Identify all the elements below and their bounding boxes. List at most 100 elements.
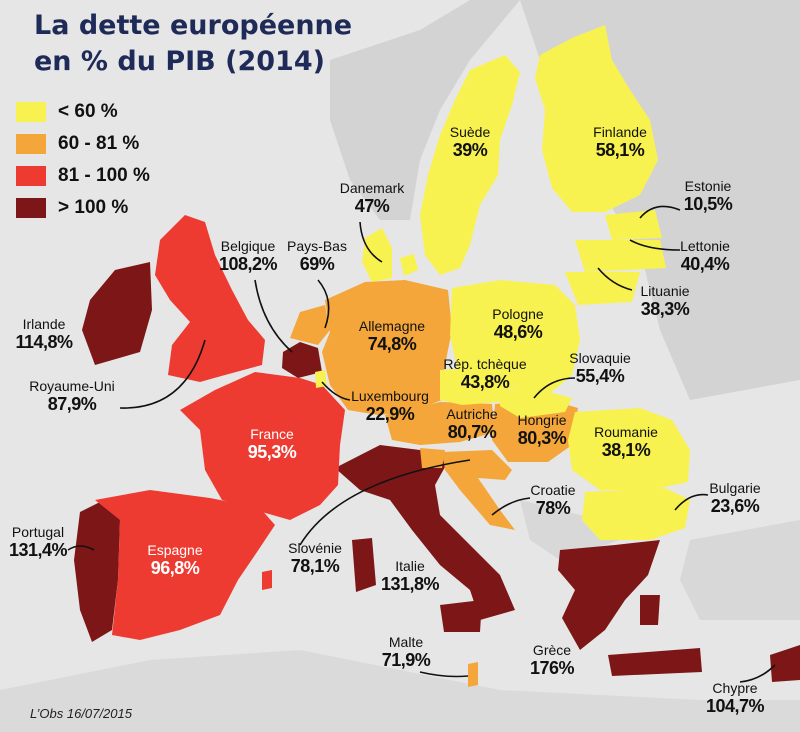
country-name: Portugal bbox=[11, 524, 65, 540]
label-finlande: Finlande 58,1% bbox=[593, 124, 647, 160]
label-roumanie: Roumanie 38,1% bbox=[594, 424, 658, 460]
country-name: Bulgarie bbox=[709, 480, 761, 496]
legend-item: < 60 % bbox=[16, 100, 150, 124]
legend-label: < 60 % bbox=[58, 101, 118, 122]
leader-pays-bas bbox=[317, 279, 330, 329]
country-value: 69% bbox=[299, 254, 335, 274]
label-malte: Malte 71,9% bbox=[382, 634, 431, 670]
land-balkans bbox=[520, 500, 620, 560]
country-name: Lettonie bbox=[680, 238, 730, 254]
country-name: Belgique bbox=[220, 238, 276, 254]
country-name: Pologne bbox=[492, 306, 544, 322]
country-name: Luxembourg bbox=[351, 388, 429, 404]
country-chypre bbox=[770, 645, 800, 682]
island-crete bbox=[608, 648, 702, 676]
leader-portugal bbox=[67, 545, 95, 551]
country-name: Danemark bbox=[339, 180, 405, 196]
legend-item: > 100 % bbox=[16, 196, 150, 220]
layer-over-100 bbox=[74, 262, 800, 682]
layer-81-100 bbox=[95, 215, 345, 640]
country-grece bbox=[558, 540, 660, 650]
leader-danemark bbox=[359, 221, 383, 263]
country-hongrie bbox=[492, 400, 578, 462]
label-allemagne: Allemagne 74,8% bbox=[359, 318, 425, 354]
country-name: Royaume-Uni bbox=[29, 378, 115, 394]
country-espagne bbox=[95, 490, 275, 640]
country-danemark bbox=[362, 228, 392, 282]
legend-swatch bbox=[16, 102, 46, 122]
country-name: Irlande bbox=[22, 316, 66, 332]
country-value: 131,8% bbox=[380, 574, 440, 594]
leader-bulgarie bbox=[674, 493, 709, 511]
country-value: 40,4% bbox=[680, 254, 730, 274]
land-turkey bbox=[680, 520, 800, 620]
layer-60-81 bbox=[290, 280, 578, 687]
label-suede: Suède 39% bbox=[450, 124, 490, 160]
label-danemark: Danemark 47% bbox=[340, 180, 405, 216]
label-royaume-uni: Royaume-Uni 87,9% bbox=[29, 378, 115, 414]
country-italie bbox=[335, 445, 515, 620]
country-value: 10,5% bbox=[683, 194, 733, 214]
island-baleares bbox=[262, 570, 272, 590]
leader-lituanie bbox=[597, 267, 633, 291]
country-royaume-uni bbox=[155, 215, 265, 382]
country-name: Malte bbox=[388, 634, 424, 650]
country-value: 55,4% bbox=[575, 366, 625, 386]
country-value: 38,1% bbox=[601, 440, 651, 460]
country-estonie bbox=[605, 210, 662, 240]
leader-lettonie bbox=[629, 239, 681, 251]
legend-swatch bbox=[16, 134, 46, 154]
country-value: 38,3% bbox=[640, 299, 690, 319]
country-slovaquie bbox=[500, 388, 572, 418]
leader-royaume-uni bbox=[119, 339, 206, 409]
country-lituanie bbox=[565, 272, 640, 305]
country-value: 80,3% bbox=[517, 428, 567, 448]
label-italie: Italie 131,8% bbox=[380, 558, 440, 594]
layer-under-60 bbox=[315, 25, 690, 540]
country-value: 95,3% bbox=[247, 442, 297, 462]
legend-swatch bbox=[16, 166, 46, 186]
country-name: Allemagne bbox=[358, 318, 426, 334]
country-value: 80,7% bbox=[447, 422, 497, 442]
country-value: 176% bbox=[529, 658, 575, 678]
country-finlande bbox=[535, 25, 658, 212]
country-bulgarie bbox=[582, 488, 690, 540]
country-name: Espagne bbox=[147, 542, 203, 558]
leader-malte bbox=[419, 671, 469, 678]
country-name: Rép. tchèque bbox=[443, 356, 527, 372]
leader-belgique bbox=[254, 279, 293, 353]
legend-swatch bbox=[16, 198, 46, 218]
label-luxembourg: Luxembourg 22,9% bbox=[351, 388, 429, 424]
label-irlande: Irlande 114,8% bbox=[15, 316, 73, 352]
country-name: Hongrie bbox=[517, 412, 567, 428]
country-value: 78,1% bbox=[290, 556, 340, 576]
label-bulgarie: Bulgarie 23,6% bbox=[709, 480, 760, 516]
country-name: Finlande bbox=[593, 124, 647, 140]
country-value: 58,1% bbox=[595, 140, 645, 160]
country-name: Slovaquie bbox=[569, 350, 631, 366]
label-slovaquie: Slovaquie 55,4% bbox=[569, 350, 631, 386]
label-lettonie: Lettonie 40,4% bbox=[680, 238, 730, 274]
country-name: Italie bbox=[395, 558, 425, 574]
label-lituanie: Lituanie 38,3% bbox=[640, 283, 689, 319]
country-value: 48,6% bbox=[493, 322, 543, 342]
country-name: Roumanie bbox=[594, 424, 658, 440]
label-estonie: Estonie 10,5% bbox=[684, 178, 733, 214]
country-name: Lituanie bbox=[640, 283, 690, 299]
country-value: 22,9% bbox=[365, 404, 415, 424]
country-name: Chypre bbox=[712, 680, 758, 696]
legend-label: > 100 % bbox=[58, 197, 129, 218]
country-value: 108,2% bbox=[218, 254, 278, 274]
label-france: France 95,3% bbox=[248, 426, 297, 462]
label-hongrie: Hongrie 80,3% bbox=[517, 412, 566, 448]
country-name: Croatie bbox=[530, 482, 576, 498]
country-pays-bas bbox=[290, 305, 330, 345]
country-value: 74,8% bbox=[367, 334, 417, 354]
country-malte bbox=[468, 662, 478, 687]
legend-label: 60 - 81 % bbox=[58, 133, 140, 154]
leader-croatie bbox=[491, 497, 531, 516]
label-portugal: Portugal 131,4% bbox=[9, 524, 68, 560]
country-suede bbox=[420, 55, 520, 275]
island-sardaigne bbox=[352, 538, 376, 592]
